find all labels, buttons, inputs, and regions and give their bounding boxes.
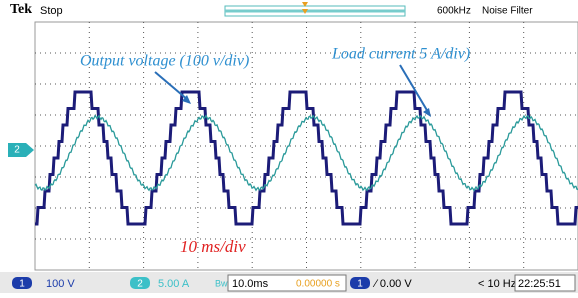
filter: Noise Filter [482, 6, 533, 17]
trig-ch: 1 [357, 279, 363, 290]
bw: Bᴡ [215, 278, 228, 288]
trig-level: ∕ 0.00 V [372, 278, 412, 290]
bandwidth: 600kHz [437, 6, 471, 17]
position: 0.00000 s [296, 279, 340, 290]
freq: < 10 Hz [478, 278, 516, 290]
ch1-scale: 100 V [46, 278, 75, 290]
status: Stop [40, 5, 63, 17]
voltage-label: Output voltage (100 v/div) [80, 53, 249, 70]
clock: 22:25:51 [518, 278, 561, 290]
ch2-scale: 5.00 A [158, 278, 190, 290]
ch2: 2 [137, 279, 143, 290]
scope-screen: Tek Stop 600kHz Noise Filter 2 Output vo… [0, 0, 578, 293]
brand: Tek [10, 2, 32, 17]
current-label: Load current 5 A/div) [331, 46, 470, 63]
timebase: 10.0ms [232, 278, 269, 290]
ch1: 1 [19, 279, 25, 290]
timebase-label: 10 ms/div [180, 237, 246, 256]
channel-marker: 2 [14, 145, 20, 156]
